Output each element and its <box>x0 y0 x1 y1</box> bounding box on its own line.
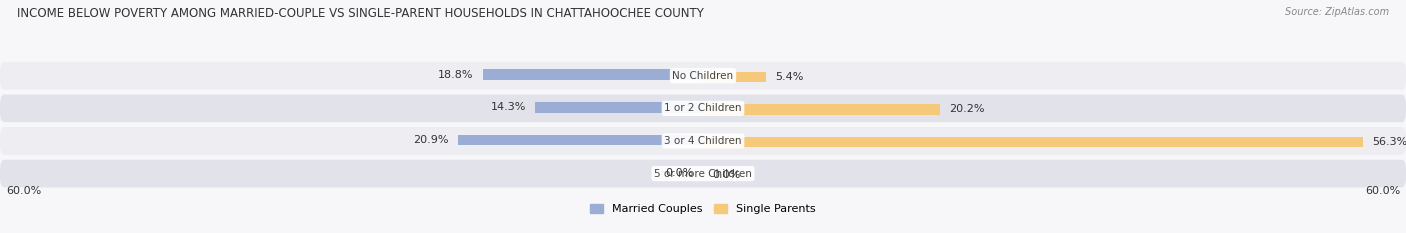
Text: INCOME BELOW POVERTY AMONG MARRIED-COUPLE VS SINGLE-PARENT HOUSEHOLDS IN CHATTAH: INCOME BELOW POVERTY AMONG MARRIED-COUPL… <box>17 7 704 20</box>
FancyBboxPatch shape <box>0 62 1406 89</box>
FancyBboxPatch shape <box>0 160 1406 187</box>
FancyBboxPatch shape <box>0 127 1406 155</box>
Legend: Married Couples, Single Parents: Married Couples, Single Parents <box>586 200 820 219</box>
Text: 1 or 2 Children: 1 or 2 Children <box>664 103 742 113</box>
Text: 0.0%: 0.0% <box>713 170 741 180</box>
Bar <box>703 137 1362 147</box>
Text: 0.0%: 0.0% <box>665 168 693 178</box>
Text: 20.2%: 20.2% <box>949 104 984 114</box>
Text: 18.8%: 18.8% <box>437 70 474 80</box>
Text: 20.9%: 20.9% <box>413 135 449 145</box>
Text: No Children: No Children <box>672 71 734 81</box>
Text: 14.3%: 14.3% <box>491 102 526 112</box>
Bar <box>703 104 939 115</box>
Text: 5 or more Children: 5 or more Children <box>654 169 752 178</box>
Bar <box>703 72 766 82</box>
Bar <box>536 102 703 113</box>
FancyBboxPatch shape <box>0 95 1406 122</box>
Bar <box>458 135 703 145</box>
Text: 56.3%: 56.3% <box>1372 137 1406 147</box>
Bar <box>482 69 703 80</box>
Text: 60.0%: 60.0% <box>1365 186 1400 196</box>
Text: 3 or 4 Children: 3 or 4 Children <box>664 136 742 146</box>
Text: 5.4%: 5.4% <box>776 72 804 82</box>
Text: Source: ZipAtlas.com: Source: ZipAtlas.com <box>1285 7 1389 17</box>
Text: 60.0%: 60.0% <box>6 186 41 196</box>
